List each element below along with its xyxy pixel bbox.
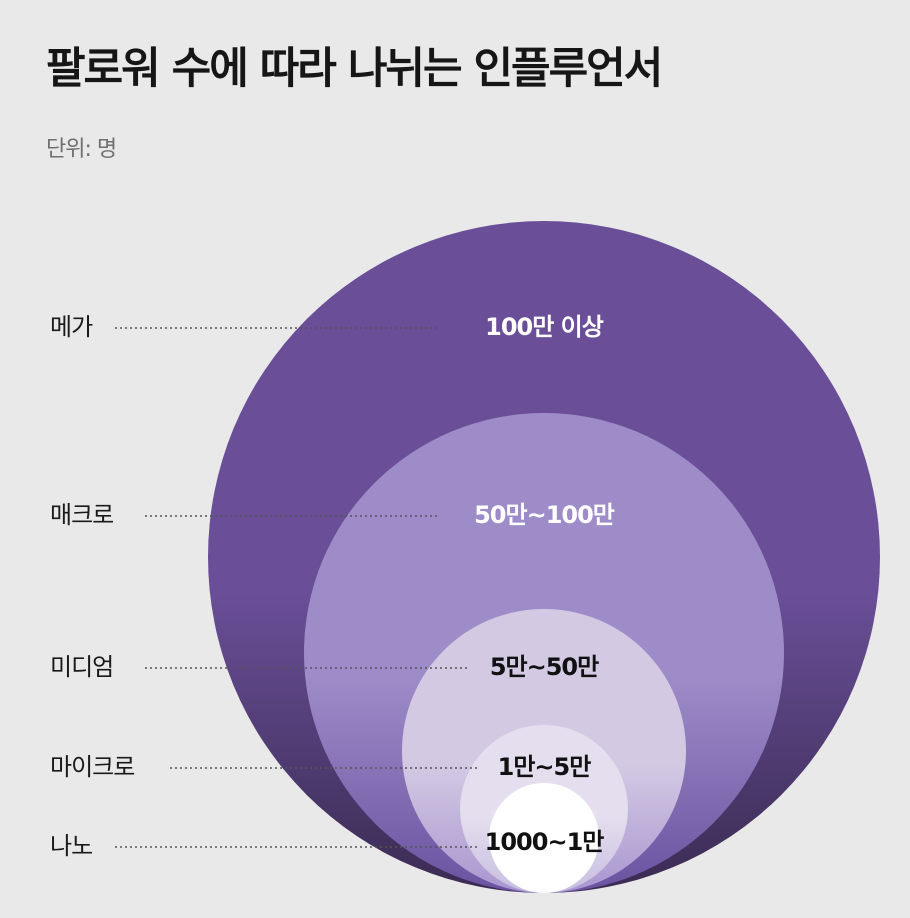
unit-label: 단위: 명 (46, 137, 117, 162)
tier-range-4: 1000~1만 (485, 828, 605, 856)
tier-range-1: 50만~100만 (474, 501, 615, 529)
tier-name-3: 마이크로 (50, 753, 134, 781)
tier-name-2: 미디엄 (50, 653, 113, 681)
tier-name-1: 매크로 (50, 501, 113, 529)
tier-range-0: 100만 이상 (485, 313, 604, 341)
tier-name-4: 나노 (50, 832, 92, 860)
tier-range-3: 1만~5만 (498, 753, 592, 781)
tier-circle-4 (489, 783, 599, 893)
tier-range-2: 5만~50만 (490, 653, 599, 681)
circles-group (208, 221, 880, 893)
page-title: 팔로워 수에 따라 나뉘는 인플루언서 (46, 44, 663, 94)
tier-name-0: 메가 (50, 313, 93, 341)
